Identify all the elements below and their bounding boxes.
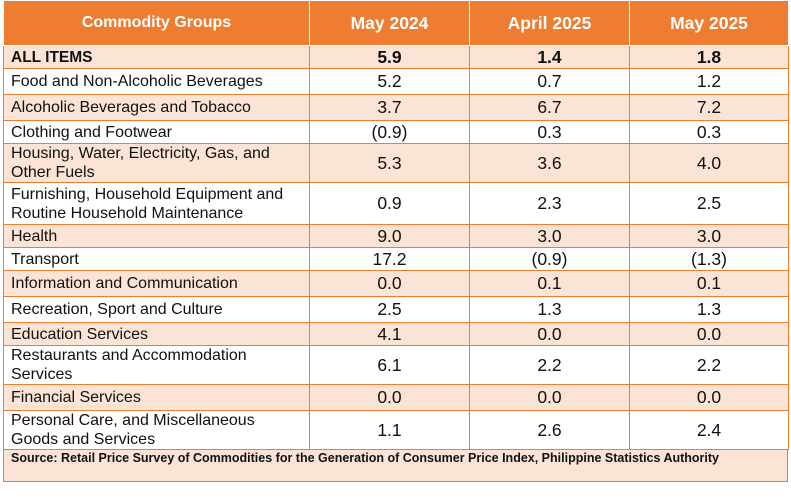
- cpi-table-container: Commodity Groups May 2024 April 2025 May…: [3, 0, 789, 482]
- cell-may-2024: 0.0: [309, 270, 470, 297]
- cell-may-2025: 0.0: [629, 384, 789, 411]
- row-label: Health: [3, 224, 310, 248]
- header-commodity-groups: Commodity Groups: [3, 0, 310, 46]
- cell-april-2025: 1.4: [469, 45, 630, 69]
- cell-may-2024: 6.1: [309, 345, 470, 385]
- table-row: Health 9.0 3.0 3.0: [3, 224, 789, 248]
- row-label: ALL ITEMS: [3, 45, 310, 69]
- cell-april-2025: 2.6: [469, 410, 630, 450]
- cell-april-2025: 3.6: [469, 143, 630, 183]
- cell-april-2025: 0.0: [469, 322, 630, 346]
- commodity-inflation-table: Commodity Groups May 2024 April 2025 May…: [3, 0, 789, 450]
- table-row: Alcoholic Beverages and Tobacco 3.7 6.7 …: [3, 94, 789, 121]
- cell-may-2024: 3.7: [309, 94, 470, 121]
- row-label: Information and Communication: [3, 270, 310, 297]
- cell-may-2025: 0.3: [629, 120, 789, 144]
- header-row: Commodity Groups May 2024 April 2025 May…: [3, 0, 789, 46]
- header-may-2024: May 2024: [309, 0, 470, 46]
- table-row: Housing, Water, Electricity, Gas, and Ot…: [3, 143, 789, 183]
- cell-may-2025: 0.1: [629, 270, 789, 297]
- row-label: Education Services: [3, 322, 310, 346]
- table-row: Personal Care, and Miscellaneous Goods a…: [3, 410, 789, 450]
- table-row: Financial Services 0.0 0.0 0.0: [3, 384, 789, 411]
- row-label: Furnishing, Household Equipment and Rout…: [3, 182, 310, 225]
- header-april-2025: April 2025: [469, 0, 630, 46]
- cell-april-2025: 0.0: [469, 384, 630, 411]
- row-label: Restaurants and Accommodation Services: [3, 345, 310, 385]
- row-label: Personal Care, and Miscellaneous Goods a…: [3, 410, 310, 450]
- cell-april-2025: 0.1: [469, 270, 630, 297]
- row-label: Alcoholic Beverages and Tobacco: [3, 94, 310, 121]
- cell-april-2025: 1.3: [469, 296, 630, 323]
- cell-april-2025: 0.3: [469, 120, 630, 144]
- row-label: Transport: [3, 247, 310, 271]
- table-row: Information and Communication 0.0 0.1 0.…: [3, 270, 789, 297]
- cell-may-2024: 0.0: [309, 384, 470, 411]
- cell-april-2025: 2.2: [469, 345, 630, 385]
- cell-may-2025: 4.0: [629, 143, 789, 183]
- table-row: Furnishing, Household Equipment and Rout…: [3, 182, 789, 225]
- cell-may-2025: (1.3): [629, 247, 789, 271]
- cell-april-2025: 6.7: [469, 94, 630, 121]
- table-row-all-items: ALL ITEMS 5.9 1.4 1.8: [3, 45, 789, 69]
- cell-may-2024: 5.9: [309, 45, 470, 69]
- cell-may-2024: 9.0: [309, 224, 470, 248]
- row-label: Clothing and Footwear: [3, 120, 310, 144]
- cell-may-2025: 2.2: [629, 345, 789, 385]
- cell-may-2024: 0.9: [309, 182, 470, 225]
- table-row: Restaurants and Accommodation Services 6…: [3, 345, 789, 385]
- cell-may-2025: 3.0: [629, 224, 789, 248]
- cell-april-2025: (0.9): [469, 247, 630, 271]
- source-note: Source: Retail Price Survey of Commoditi…: [3, 450, 788, 482]
- cell-may-2025: 2.5: [629, 182, 789, 225]
- table-row: Food and Non-Alcoholic Beverages 5.2 0.7…: [3, 68, 789, 95]
- cell-may-2024: 4.1: [309, 322, 470, 346]
- row-label: Financial Services: [3, 384, 310, 411]
- header-may-2025: May 2025: [629, 0, 789, 46]
- table-row: Recreation, Sport and Culture 2.5 1.3 1.…: [3, 296, 789, 323]
- cell-may-2025: 1.8: [629, 45, 789, 69]
- row-label: Housing, Water, Electricity, Gas, and Ot…: [3, 143, 310, 183]
- cell-may-2025: 2.4: [629, 410, 789, 450]
- row-label: Food and Non-Alcoholic Beverages: [3, 68, 310, 95]
- cell-may-2025: 1.2: [629, 68, 789, 95]
- table-row: Education Services 4.1 0.0 0.0: [3, 322, 789, 346]
- cell-april-2025: 2.3: [469, 182, 630, 225]
- cell-may-2024: 2.5: [309, 296, 470, 323]
- cell-may-2024: 5.2: [309, 68, 470, 95]
- cell-may-2024: 17.2: [309, 247, 470, 271]
- cell-may-2024: 1.1: [309, 410, 470, 450]
- cell-april-2025: 3.0: [469, 224, 630, 248]
- cell-may-2025: 0.0: [629, 322, 789, 346]
- cell-may-2025: 1.3: [629, 296, 789, 323]
- table-row: Clothing and Footwear (0.9) 0.3 0.3: [3, 120, 789, 144]
- cell-may-2024: 5.3: [309, 143, 470, 183]
- cell-april-2025: 0.7: [469, 68, 630, 95]
- table-row: Transport 17.2 (0.9) (1.3): [3, 247, 789, 271]
- cell-may-2024: (0.9): [309, 120, 470, 144]
- cell-may-2025: 7.2: [629, 94, 789, 121]
- row-label: Recreation, Sport and Culture: [3, 296, 310, 323]
